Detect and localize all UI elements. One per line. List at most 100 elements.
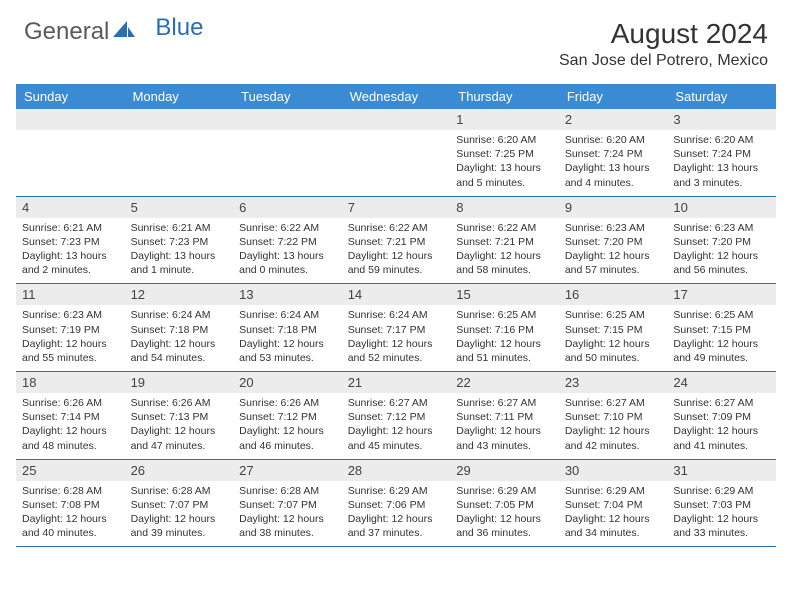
day-content: Sunrise: 6:22 AMSunset: 7:21 PMDaylight:… [342, 218, 451, 284]
day-content: Sunrise: 6:26 AMSunset: 7:13 PMDaylight:… [125, 393, 234, 459]
daylight-text: Daylight: 13 hours and 2 minutes. [22, 249, 119, 277]
day-cell: 6Sunrise: 6:22 AMSunset: 7:22 PMDaylight… [233, 196, 342, 284]
day-content: Sunrise: 6:20 AMSunset: 7:25 PMDaylight:… [450, 130, 559, 196]
day-content: Sunrise: 6:22 AMSunset: 7:21 PMDaylight:… [450, 218, 559, 284]
daylight-text: Daylight: 12 hours and 36 minutes. [456, 512, 553, 540]
day-cell: 7Sunrise: 6:22 AMSunset: 7:21 PMDaylight… [342, 196, 451, 284]
day-content: Sunrise: 6:20 AMSunset: 7:24 PMDaylight:… [559, 130, 668, 196]
sunset-text: Sunset: 7:05 PM [456, 498, 553, 512]
daylight-text: Daylight: 12 hours and 54 minutes. [131, 337, 228, 365]
day-cell: 4Sunrise: 6:21 AMSunset: 7:23 PMDaylight… [16, 196, 125, 284]
day-content: Sunrise: 6:27 AMSunset: 7:10 PMDaylight:… [559, 393, 668, 459]
day-cell: 20Sunrise: 6:26 AMSunset: 7:12 PMDayligh… [233, 372, 342, 460]
day-cell [16, 109, 125, 196]
sunrise-text: Sunrise: 6:29 AM [673, 484, 770, 498]
day-content: Sunrise: 6:24 AMSunset: 7:18 PMDaylight:… [125, 305, 234, 371]
week-row: 1Sunrise: 6:20 AMSunset: 7:25 PMDaylight… [16, 109, 776, 196]
sunrise-text: Sunrise: 6:25 AM [456, 308, 553, 322]
daylight-text: Daylight: 12 hours and 33 minutes. [673, 512, 770, 540]
daylight-text: Daylight: 12 hours and 40 minutes. [22, 512, 119, 540]
day-number: 3 [667, 109, 776, 130]
day-cell [233, 109, 342, 196]
logo-sail-icon [113, 18, 135, 46]
weekday-header: Sunday [16, 84, 125, 109]
sunrise-text: Sunrise: 6:26 AM [131, 396, 228, 410]
day-content: Sunrise: 6:26 AMSunset: 7:14 PMDaylight:… [16, 393, 125, 459]
sunset-text: Sunset: 7:04 PM [565, 498, 662, 512]
weekday-header: Friday [559, 84, 668, 109]
sunrise-text: Sunrise: 6:24 AM [348, 308, 445, 322]
day-number-blank [16, 109, 125, 130]
daylight-text: Daylight: 12 hours and 59 minutes. [348, 249, 445, 277]
day-cell [342, 109, 451, 196]
sunrise-text: Sunrise: 6:27 AM [348, 396, 445, 410]
day-number: 22 [450, 372, 559, 393]
day-number: 19 [125, 372, 234, 393]
daylight-text: Daylight: 12 hours and 53 minutes. [239, 337, 336, 365]
logo-text-blue: Blue [155, 14, 203, 42]
logo: General Blue [24, 18, 203, 46]
sunrise-text: Sunrise: 6:28 AM [131, 484, 228, 498]
day-content: Sunrise: 6:29 AMSunset: 7:04 PMDaylight:… [559, 481, 668, 547]
day-cell: 28Sunrise: 6:29 AMSunset: 7:06 PMDayligh… [342, 459, 451, 547]
daylight-text: Daylight: 12 hours and 46 minutes. [239, 424, 336, 452]
weekday-header: Tuesday [233, 84, 342, 109]
sunrise-text: Sunrise: 6:20 AM [673, 133, 770, 147]
sunrise-text: Sunrise: 6:23 AM [565, 221, 662, 235]
sunset-text: Sunset: 7:18 PM [239, 323, 336, 337]
sunset-text: Sunset: 7:14 PM [22, 410, 119, 424]
day-cell: 31Sunrise: 6:29 AMSunset: 7:03 PMDayligh… [667, 459, 776, 547]
day-content: Sunrise: 6:25 AMSunset: 7:15 PMDaylight:… [667, 305, 776, 371]
day-content: Sunrise: 6:20 AMSunset: 7:24 PMDaylight:… [667, 130, 776, 196]
day-number: 29 [450, 460, 559, 481]
day-content: Sunrise: 6:24 AMSunset: 7:18 PMDaylight:… [233, 305, 342, 371]
day-content: Sunrise: 6:29 AMSunset: 7:03 PMDaylight:… [667, 481, 776, 547]
day-number: 13 [233, 284, 342, 305]
day-content: Sunrise: 6:23 AMSunset: 7:20 PMDaylight:… [559, 218, 668, 284]
daylight-text: Daylight: 12 hours and 49 minutes. [673, 337, 770, 365]
day-number: 31 [667, 460, 776, 481]
title-block: August 2024 San Jose del Potrero, Mexico [559, 18, 768, 70]
sunrise-text: Sunrise: 6:20 AM [565, 133, 662, 147]
sunrise-text: Sunrise: 6:24 AM [239, 308, 336, 322]
day-cell: 17Sunrise: 6:25 AMSunset: 7:15 PMDayligh… [667, 284, 776, 372]
sunset-text: Sunset: 7:16 PM [456, 323, 553, 337]
day-cell: 24Sunrise: 6:27 AMSunset: 7:09 PMDayligh… [667, 372, 776, 460]
sunset-text: Sunset: 7:08 PM [22, 498, 119, 512]
sunrise-text: Sunrise: 6:29 AM [348, 484, 445, 498]
day-cell: 14Sunrise: 6:24 AMSunset: 7:17 PMDayligh… [342, 284, 451, 372]
sunset-text: Sunset: 7:15 PM [673, 323, 770, 337]
daylight-text: Daylight: 13 hours and 5 minutes. [456, 161, 553, 189]
day-content: Sunrise: 6:28 AMSunset: 7:07 PMDaylight:… [125, 481, 234, 547]
day-cell: 2Sunrise: 6:20 AMSunset: 7:24 PMDaylight… [559, 109, 668, 196]
sunrise-text: Sunrise: 6:24 AM [131, 308, 228, 322]
day-number: 28 [342, 460, 451, 481]
sunset-text: Sunset: 7:13 PM [131, 410, 228, 424]
day-number: 24 [667, 372, 776, 393]
day-content: Sunrise: 6:23 AMSunset: 7:19 PMDaylight:… [16, 305, 125, 371]
day-content: Sunrise: 6:29 AMSunset: 7:06 PMDaylight:… [342, 481, 451, 547]
sunset-text: Sunset: 7:12 PM [239, 410, 336, 424]
day-cell [125, 109, 234, 196]
day-number: 27 [233, 460, 342, 481]
day-cell: 11Sunrise: 6:23 AMSunset: 7:19 PMDayligh… [16, 284, 125, 372]
sunrise-text: Sunrise: 6:27 AM [456, 396, 553, 410]
daylight-text: Daylight: 13 hours and 0 minutes. [239, 249, 336, 277]
day-cell: 25Sunrise: 6:28 AMSunset: 7:08 PMDayligh… [16, 459, 125, 547]
daylight-text: Daylight: 12 hours and 55 minutes. [22, 337, 119, 365]
sunrise-text: Sunrise: 6:26 AM [22, 396, 119, 410]
day-cell: 5Sunrise: 6:21 AMSunset: 7:23 PMDaylight… [125, 196, 234, 284]
day-number: 6 [233, 197, 342, 218]
daylight-text: Daylight: 12 hours and 38 minutes. [239, 512, 336, 540]
daylight-text: Daylight: 12 hours and 41 minutes. [673, 424, 770, 452]
day-number: 12 [125, 284, 234, 305]
daylight-text: Daylight: 12 hours and 43 minutes. [456, 424, 553, 452]
day-cell: 1Sunrise: 6:20 AMSunset: 7:25 PMDaylight… [450, 109, 559, 196]
day-number: 20 [233, 372, 342, 393]
daylight-text: Daylight: 13 hours and 3 minutes. [673, 161, 770, 189]
day-cell: 27Sunrise: 6:28 AMSunset: 7:07 PMDayligh… [233, 459, 342, 547]
day-cell: 29Sunrise: 6:29 AMSunset: 7:05 PMDayligh… [450, 459, 559, 547]
sunrise-text: Sunrise: 6:21 AM [22, 221, 119, 235]
day-content: Sunrise: 6:25 AMSunset: 7:15 PMDaylight:… [559, 305, 668, 371]
sunset-text: Sunset: 7:20 PM [565, 235, 662, 249]
